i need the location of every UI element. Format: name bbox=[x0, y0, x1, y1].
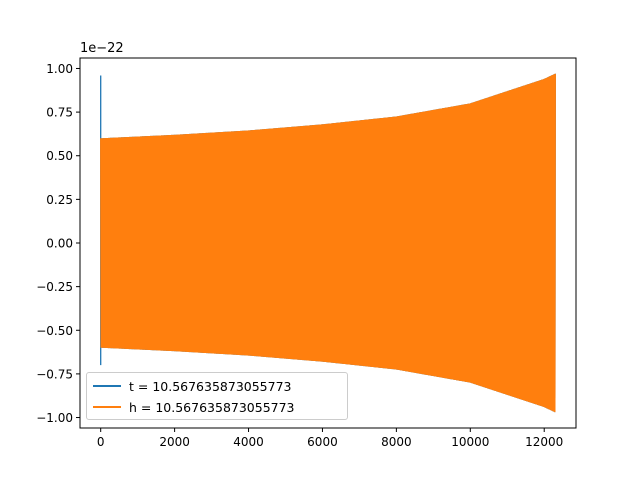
legend-swatch-blue bbox=[93, 385, 121, 387]
y-tick-label: −0.25 bbox=[36, 280, 73, 294]
legend: t = 10.567635873055773 h = 10.5676358730… bbox=[86, 372, 348, 420]
legend-item: t = 10.567635873055773 bbox=[93, 377, 292, 395]
x-tick-label: 8000 bbox=[381, 435, 412, 449]
x-tick-label: 2000 bbox=[159, 435, 190, 449]
legend-item: h = 10.567635873055773 bbox=[93, 398, 295, 416]
legend-label: h = 10.567635873055773 bbox=[129, 399, 295, 415]
legend-swatch-orange bbox=[93, 406, 121, 408]
y-tick-label: 0.00 bbox=[46, 237, 73, 251]
y-offset-label: 1e−22 bbox=[80, 41, 124, 56]
legend-label: t = 10.567635873055773 bbox=[129, 378, 292, 394]
y-tick-label: −1.00 bbox=[36, 411, 73, 425]
x-tick-label: 12000 bbox=[525, 435, 563, 449]
series-line-h bbox=[100, 73, 556, 413]
x-tick-label: 4000 bbox=[233, 435, 264, 449]
y-tick-label: 1.00 bbox=[46, 62, 73, 76]
y-tick-label: 0.25 bbox=[46, 193, 73, 207]
y-tick-label: −0.75 bbox=[36, 367, 73, 381]
x-tick-label: 10000 bbox=[451, 435, 489, 449]
y-tick-label: 0.50 bbox=[46, 149, 73, 163]
y-tick-label: −0.50 bbox=[36, 324, 73, 338]
y-tick-label: 0.75 bbox=[46, 106, 73, 120]
x-tick-label: 6000 bbox=[307, 435, 338, 449]
x-tick-label: 0 bbox=[97, 435, 105, 449]
